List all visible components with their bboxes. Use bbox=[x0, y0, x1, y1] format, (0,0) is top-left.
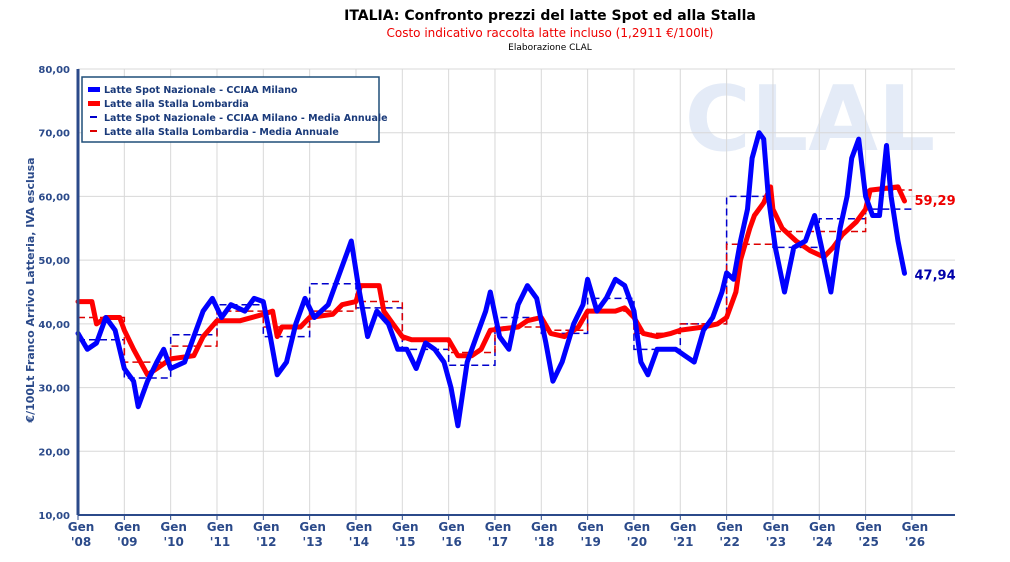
chart-subtitle: Costo indicativo raccolta latte incluso … bbox=[386, 26, 714, 40]
x-tick-month: Gen bbox=[160, 520, 187, 534]
y-tick-label: 50,00 bbox=[38, 256, 70, 267]
x-tick-month: Gen bbox=[114, 520, 141, 534]
x-tick-year: '25 bbox=[858, 535, 878, 549]
x-tick-month: Gen bbox=[855, 520, 882, 534]
x-tick-month: Gen bbox=[624, 520, 651, 534]
x-tick-month: Gen bbox=[346, 520, 373, 534]
legend-box bbox=[81, 76, 380, 143]
x-tick-year: '24 bbox=[812, 535, 832, 549]
x-tick-month: Gen bbox=[577, 520, 604, 534]
x-tick-year: '17 bbox=[488, 535, 508, 549]
chart-title: ITALIA: Confronto prezzi del latte Spot … bbox=[344, 8, 756, 24]
x-tick-year: '11 bbox=[210, 535, 230, 549]
x-tick-year: '08 bbox=[71, 535, 91, 549]
watermark: CLAL bbox=[685, 67, 935, 172]
y-tick-label: 60,00 bbox=[38, 192, 70, 203]
x-tick-year: '16 bbox=[441, 535, 461, 549]
x-tick-year: '23 bbox=[766, 535, 786, 549]
x-tick-year: '12 bbox=[256, 535, 276, 549]
y-tick-label: 20,00 bbox=[38, 447, 70, 458]
series-line-stalla bbox=[75, 184, 907, 378]
x-tick-month: Gen bbox=[531, 520, 558, 534]
legend-label: Latte Spot Nazionale - CCIAA Milano bbox=[104, 85, 298, 96]
y-tick-label: 10,00 bbox=[38, 511, 70, 522]
x-tick-month: Gen bbox=[485, 520, 512, 534]
legend-label: Latte Spot Nazionale - CCIAA Milano - Me… bbox=[104, 113, 388, 124]
y-tick-label: 30,00 bbox=[38, 384, 70, 395]
x-tick-month: Gen bbox=[670, 520, 697, 534]
legend-swatch bbox=[88, 101, 100, 106]
x-tick-month: Gen bbox=[716, 520, 743, 534]
x-tick-month: Gen bbox=[299, 520, 326, 534]
x-tick-month: Gen bbox=[763, 520, 790, 534]
x-tick-month: Gen bbox=[207, 520, 234, 534]
x-tick-year: '20 bbox=[627, 535, 647, 549]
x-tick-year: '21 bbox=[673, 535, 693, 549]
series-line-spot bbox=[75, 130, 907, 429]
legend: Latte Spot Nazionale - CCIAA Milano Latte… bbox=[81, 76, 388, 143]
x-tick-month: Gen bbox=[68, 520, 95, 534]
y-axis-label: €/100Lt Franco Arrivo Latteria, IVA escl… bbox=[24, 157, 37, 423]
last-value-label: 47,94 bbox=[915, 268, 956, 283]
legend-label: Latte alla Stalla Lombardia - Media Annu… bbox=[104, 127, 339, 138]
x-tick-year: '26 bbox=[905, 535, 925, 549]
x-tick-year: '13 bbox=[302, 535, 322, 549]
x-tick-year: '22 bbox=[719, 535, 739, 549]
x-tick-month: Gen bbox=[809, 520, 836, 534]
x-tick-year: '10 bbox=[163, 535, 183, 549]
x-tick-month: Gen bbox=[392, 520, 419, 534]
x-tick-month: Gen bbox=[902, 520, 929, 534]
x-tick-year: '14 bbox=[349, 535, 369, 549]
legend-swatch bbox=[88, 87, 100, 92]
x-tick-year: '18 bbox=[534, 535, 554, 549]
legend-label: Latte alla Stalla Lombardia bbox=[104, 99, 249, 110]
x-tick-year: '19 bbox=[580, 535, 600, 549]
x-tick-month: Gen bbox=[253, 520, 280, 534]
x-tick-month: Gen bbox=[438, 520, 465, 534]
y-tick-label: 40,00 bbox=[38, 320, 70, 331]
y-tick-label: 80,00 bbox=[38, 65, 70, 76]
x-tick-year: '15 bbox=[395, 535, 415, 549]
x-tick-year: '09 bbox=[117, 535, 137, 549]
source-note: Elaborazione CLAL bbox=[508, 43, 592, 53]
last-value-label: 59,29 bbox=[915, 194, 956, 209]
y-tick-label: 70,00 bbox=[38, 129, 70, 140]
